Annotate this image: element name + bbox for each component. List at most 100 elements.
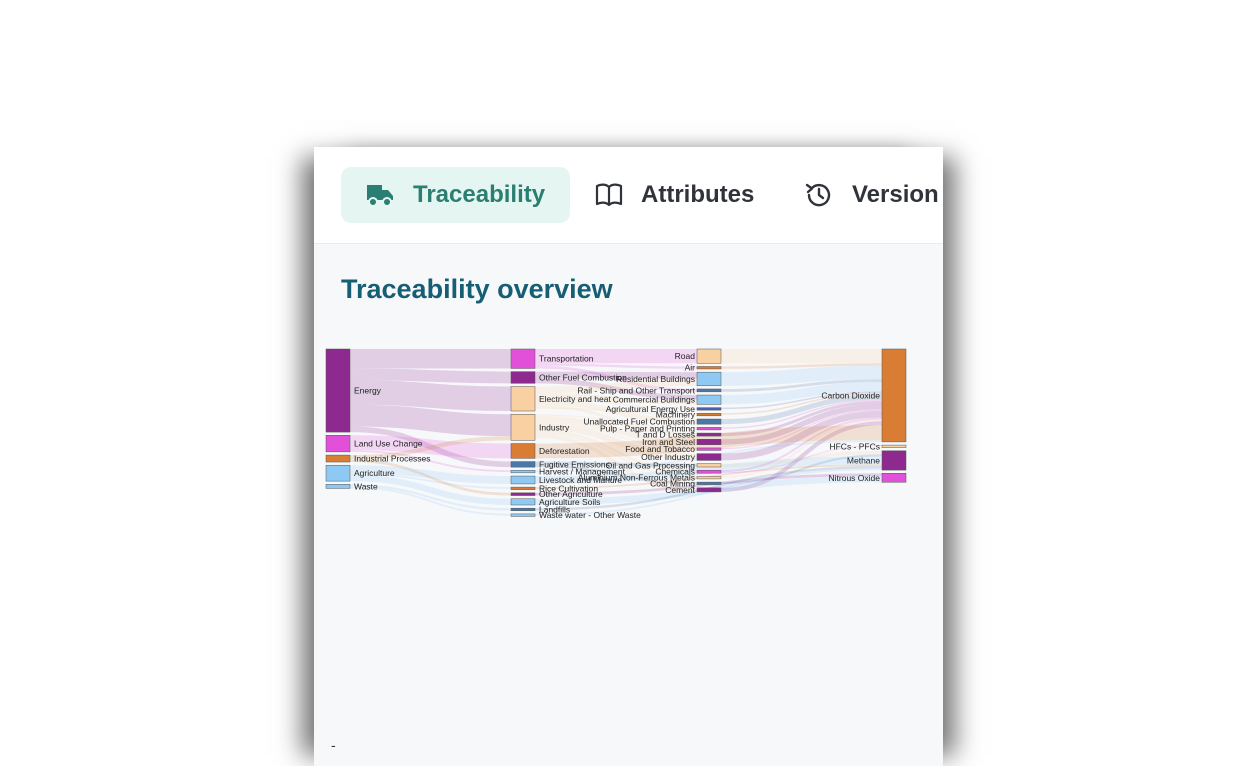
link-agriculture-to-livestock-and-manure bbox=[349, 465, 512, 484]
link-chemicals-to-carbon-dioxide bbox=[720, 417, 883, 473]
node-pulp-paper-and-printing[interactable] bbox=[696, 427, 722, 431]
node-electricity-and-heat[interactable] bbox=[510, 386, 536, 412]
link-industry-to-other-industry bbox=[534, 422, 698, 461]
link-electricity-and-heat-to-commercial-buildings bbox=[534, 393, 698, 405]
node-land-use-change[interactable] bbox=[325, 435, 351, 453]
node-label-fugitive-emissions: Fugitive Emissions bbox=[539, 459, 610, 469]
node-other-industry[interactable] bbox=[696, 453, 722, 461]
link-agricultural-energy-use-to-carbon-dioxide bbox=[720, 391, 883, 410]
node-harvest-management[interactable] bbox=[510, 470, 536, 474]
link-agriculture-to-rice-cultivation bbox=[349, 473, 512, 489]
node-oil-and-gas-processing[interactable] bbox=[696, 463, 722, 468]
link-machinery-to-carbon-dioxide bbox=[720, 392, 883, 415]
tab-label: Version History bbox=[852, 181, 943, 208]
node-energy[interactable] bbox=[325, 348, 351, 433]
node-residential-buildings[interactable] bbox=[696, 371, 722, 387]
node-t-and-d-losses[interactable] bbox=[696, 432, 722, 437]
node-industrial-processes[interactable] bbox=[325, 454, 351, 463]
link-transportation-to-air bbox=[534, 363, 698, 369]
node-label-unallocated-fuel-combustion: Unallocated Fuel Combustion bbox=[583, 417, 695, 427]
node-label-electricity-and-heat: Electricity and heat bbox=[539, 394, 611, 404]
node-deforestation[interactable] bbox=[510, 443, 536, 459]
node-label-road: Road bbox=[675, 351, 696, 361]
node-agriculture[interactable] bbox=[325, 464, 351, 482]
truck-icon bbox=[367, 185, 393, 207]
link-other-fuel-combustion-to-commercial-buildings bbox=[534, 378, 698, 400]
link-industrial-processes-to-industry bbox=[349, 436, 512, 460]
node-waste[interactable] bbox=[325, 484, 351, 489]
node-label-industry: Industry bbox=[539, 422, 570, 432]
link-t-and-d-losses-to-carbon-dioxide bbox=[720, 400, 883, 437]
node-nitrous-oxide[interactable] bbox=[881, 473, 907, 483]
node-label-iron-and-steel: Iron and Steel bbox=[642, 437, 695, 447]
node-label-deforestation: Deforestation bbox=[539, 446, 590, 456]
node-waste-water-other-waste[interactable] bbox=[510, 513, 536, 517]
book-icon bbox=[595, 183, 623, 207]
node-label-agriculture: Agriculture bbox=[354, 468, 395, 478]
link-oil-and-gas-processing-to-methane bbox=[720, 450, 883, 468]
node-chemicals[interactable] bbox=[696, 469, 722, 474]
node-agriculture-soils[interactable] bbox=[510, 498, 536, 506]
node-industry[interactable] bbox=[510, 413, 536, 441]
node-label-pulp-paper-and-printing: Pulp - Paper and Printing bbox=[600, 424, 695, 434]
link-pulp-paper-and-printing-to-carbon-dioxide bbox=[720, 399, 883, 429]
node-label-transportation: Transportation bbox=[539, 354, 594, 364]
node-agricultural-energy-use[interactable] bbox=[696, 407, 722, 411]
link-other-industry-to-carbon-dioxide bbox=[720, 410, 883, 461]
link-energy-to-electricity-and-heat bbox=[349, 380, 512, 412]
link-electricity-and-heat-to-agricultural-energy-use bbox=[534, 397, 698, 410]
node-cement[interactable] bbox=[696, 487, 722, 493]
node-landfills[interactable] bbox=[510, 507, 536, 511]
link-energy-to-fugitive-emissions bbox=[349, 426, 512, 468]
node-label-machinery: Machinery bbox=[656, 410, 696, 420]
node-rail-ship-and-other-transport[interactable] bbox=[696, 388, 722, 393]
node-label-harvest-management: Harvest / Management bbox=[539, 467, 626, 477]
node-hfcs-pfcs[interactable] bbox=[881, 444, 907, 448]
link-air-to-carbon-dioxide bbox=[720, 363, 883, 369]
link-residential-buildings-to-carbon-dioxide bbox=[720, 365, 883, 386]
tab-version-history[interactable]: Version History bbox=[804, 167, 943, 223]
node-label-chemicals: Chemicals bbox=[655, 467, 695, 477]
node-livestock-and-manure[interactable] bbox=[510, 475, 536, 485]
link-industry-to-iron-and-steel bbox=[534, 415, 698, 445]
node-label-hfcs-pfcs: HFCs - PFCs bbox=[829, 441, 880, 451]
tab-label: Traceability bbox=[413, 181, 546, 208]
link-chemicals-to-hfcs-pfcs bbox=[720, 445, 883, 474]
node-transportation[interactable] bbox=[510, 348, 536, 369]
node-iron-and-steel[interactable] bbox=[696, 439, 722, 445]
node-methane[interactable] bbox=[881, 450, 907, 471]
node-other-fuel-combustion[interactable] bbox=[510, 371, 536, 384]
node-carbon-dioxide[interactable] bbox=[881, 348, 907, 443]
node-air[interactable] bbox=[696, 366, 722, 370]
node-label-industrial-processes: Industrial Processes bbox=[354, 454, 431, 464]
node-label-livestock-and-manure: Livestock and Manure bbox=[539, 475, 622, 485]
link-coal-mining-to-methane bbox=[720, 454, 883, 485]
node-fugitive-emissions[interactable] bbox=[510, 461, 536, 468]
node-other-agriculture[interactable] bbox=[510, 492, 536, 496]
node-label-waste-water-other-waste: Waste water - Other Waste bbox=[539, 510, 641, 520]
node-coal-mining[interactable] bbox=[696, 481, 722, 485]
link-electricity-and-heat-to-unallocated-fuel-combustion bbox=[534, 399, 698, 425]
node-label-t-and-d-losses: T and D Losses bbox=[636, 430, 695, 440]
tab-traceability[interactable]: Traceability bbox=[341, 167, 570, 223]
tab-attributes[interactable]: Attributes bbox=[595, 167, 754, 223]
node-commercial-buildings[interactable] bbox=[696, 394, 722, 405]
node-rice-cultivation[interactable] bbox=[510, 486, 536, 490]
link-aluminium-non-ferrous-metals-to-carbon-dioxide bbox=[720, 419, 883, 479]
link-electricity-and-heat-to-residential-buildings bbox=[534, 378, 698, 394]
node-label-aluminium-non-ferrous-metals: Aluminium Non-Ferrous Metals bbox=[578, 473, 695, 483]
node-label-coal-mining: Coal Mining bbox=[650, 478, 695, 488]
node-label-other-industry: Other Industry bbox=[641, 452, 696, 462]
link-electricity-and-heat-to-machinery bbox=[534, 407, 698, 415]
node-aluminium-non-ferrous-metals[interactable] bbox=[696, 476, 722, 480]
node-road[interactable] bbox=[696, 348, 722, 364]
node-machinery[interactable] bbox=[696, 413, 722, 417]
link-industry-to-pulp-paper-and-printing bbox=[534, 414, 698, 429]
link-industry-to-chemicals bbox=[534, 429, 698, 474]
link-fugitive-emissions-to-coal-mining bbox=[534, 464, 698, 485]
node-food-and-tobacco[interactable] bbox=[696, 447, 722, 451]
link-industry-to-food-and-tobacco bbox=[534, 421, 698, 450]
node-unallocated-fuel-combustion[interactable] bbox=[696, 418, 722, 425]
link-commercial-buildings-to-carbon-dioxide bbox=[720, 382, 883, 405]
sankey-chart: Energy Land Use Change Industrial Processe… bbox=[325, 348, 907, 520]
